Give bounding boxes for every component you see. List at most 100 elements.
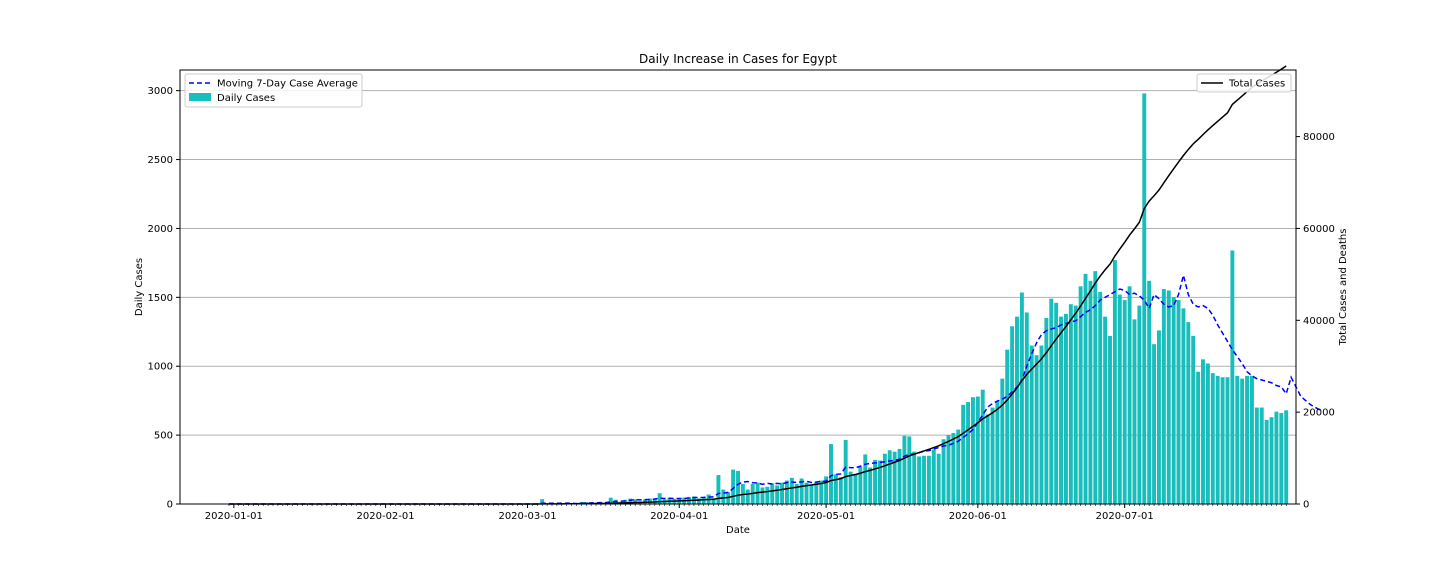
daily-case-bar — [1264, 419, 1269, 504]
daily-case-bar — [1019, 292, 1024, 504]
daily-case-bar — [770, 483, 775, 504]
daily-case-bar — [980, 389, 985, 504]
daily-case-bar — [990, 407, 995, 504]
daily-case-bar — [784, 480, 789, 504]
daily-case-bar — [853, 474, 858, 504]
x-tick-label: 2020-02-01 — [357, 511, 415, 522]
daily-case-bar — [1054, 302, 1059, 504]
legend-total-label: Total Cases — [1228, 79, 1285, 90]
daily-case-bar — [868, 467, 873, 504]
daily-case-bar — [917, 456, 922, 504]
x-tick-label: 2020-01-01 — [205, 511, 263, 522]
daily-case-bar — [995, 401, 1000, 504]
daily-case-bar — [1205, 363, 1210, 504]
daily-case-bar — [696, 498, 701, 504]
daily-case-bar — [1083, 273, 1088, 504]
daily-case-bar — [961, 404, 966, 504]
daily-case-bar — [1029, 345, 1034, 504]
legend-average-label: Moving 7-Day Case Average — [217, 79, 358, 90]
daily-case-bar — [1122, 300, 1127, 504]
x-tick-label: 2020-04-01 — [650, 511, 708, 522]
daily-case-bar — [1249, 375, 1254, 504]
x-tick-label: 2020-07-01 — [1096, 511, 1154, 522]
y2-tick-label: 40000 — [1303, 316, 1335, 327]
daily-case-bar — [1112, 260, 1117, 504]
y-tick-label: 2500 — [148, 155, 173, 166]
y-tick-label: 0 — [167, 500, 173, 511]
daily-case-bar — [970, 397, 975, 504]
daily-case-bar — [912, 451, 917, 504]
daily-case-bar — [1108, 335, 1112, 504]
daily-case-bar — [897, 448, 902, 504]
daily-case-bar — [877, 460, 882, 504]
daily-case-bar — [1000, 378, 1005, 504]
daily-case-bar — [1215, 375, 1220, 504]
daily-case-bar — [1098, 291, 1103, 504]
daily-case-bar — [1191, 335, 1196, 504]
y-tick-label: 500 — [154, 431, 173, 442]
daily-case-bar — [1284, 410, 1289, 504]
daily-case-bar — [1015, 316, 1019, 504]
daily-case-bar — [780, 482, 785, 504]
daily-case-bar — [873, 459, 878, 504]
y-tick-label: 2000 — [148, 224, 173, 235]
daily-case-bar — [1078, 286, 1083, 504]
legend-left: Moving 7-Day Case Average Daily Cases — [184, 73, 363, 108]
y2-tick-label: 20000 — [1303, 408, 1335, 419]
daily-case-bar — [731, 469, 736, 504]
legend-bars-swatch — [189, 93, 211, 101]
daily-case-bar — [926, 455, 931, 504]
x-tick-label: 2020-06-01 — [949, 511, 1007, 522]
daily-case-bar — [1201, 359, 1205, 504]
daily-case-bar — [829, 444, 833, 504]
x-tick-label: 2020-03-01 — [498, 511, 556, 522]
daily-case-bar — [1063, 313, 1068, 504]
daily-case-bar — [1171, 297, 1176, 504]
daily-case-bar — [1088, 280, 1093, 504]
daily-case-bar — [843, 439, 848, 504]
daily-case-bar — [647, 498, 652, 504]
chart-title: Daily Increase in Cases for Egypt — [639, 52, 837, 66]
daily-case-bar — [922, 455, 926, 504]
daily-case-bar — [1044, 318, 1049, 504]
daily-case-bar — [1186, 322, 1191, 504]
daily-case-bar — [608, 497, 613, 504]
daily-case-bar — [838, 477, 843, 504]
daily-case-bar — [1210, 373, 1215, 504]
daily-case-bar — [1137, 305, 1142, 504]
daily-case-bar — [1024, 312, 1029, 504]
daily-case-bar — [941, 439, 946, 504]
daily-case-bar — [1181, 308, 1186, 504]
x-axis: 2020-01-01 2020-02-01 2020-03-01 2020-04-01… — [205, 504, 1287, 522]
daily-case-bar — [1117, 294, 1122, 504]
daily-case-bar — [863, 454, 868, 504]
daily-case-bar — [1005, 349, 1010, 504]
daily-case-bar — [1220, 377, 1225, 504]
daily-case-bar — [736, 470, 740, 504]
daily-case-bar — [951, 433, 956, 504]
legend-left-box — [184, 73, 363, 108]
daily-case-bar — [1010, 326, 1015, 504]
daily-case-bar — [711, 498, 716, 504]
y-tick-label: 3000 — [148, 86, 173, 97]
daily-case-bar — [975, 396, 980, 504]
daily-case-bar — [760, 487, 765, 504]
daily-case-bar — [1240, 378, 1245, 504]
daily-case-bar — [1132, 319, 1137, 504]
daily-case-bar — [794, 484, 799, 504]
daily-case-bar — [540, 499, 545, 504]
y-axis-right-title: Total Cases and Deaths — [1338, 229, 1349, 347]
y2-tick-label: 60000 — [1303, 224, 1335, 235]
daily-case-bar — [1049, 298, 1054, 504]
y-axis-right: 0 20000 40000 60000 80000 — [1296, 132, 1335, 511]
daily-case-bar — [882, 453, 887, 504]
y2-tick-label: 0 — [1303, 500, 1309, 511]
daily-case-bar — [1147, 280, 1152, 504]
daily-case-bar — [1245, 375, 1250, 504]
daily-case-bar — [1039, 345, 1044, 504]
daily-case-bar — [946, 435, 951, 504]
y-axis-left-title: Daily Cases — [134, 258, 145, 316]
daily-case-bar — [1142, 93, 1147, 504]
daily-case-bar — [858, 466, 863, 504]
